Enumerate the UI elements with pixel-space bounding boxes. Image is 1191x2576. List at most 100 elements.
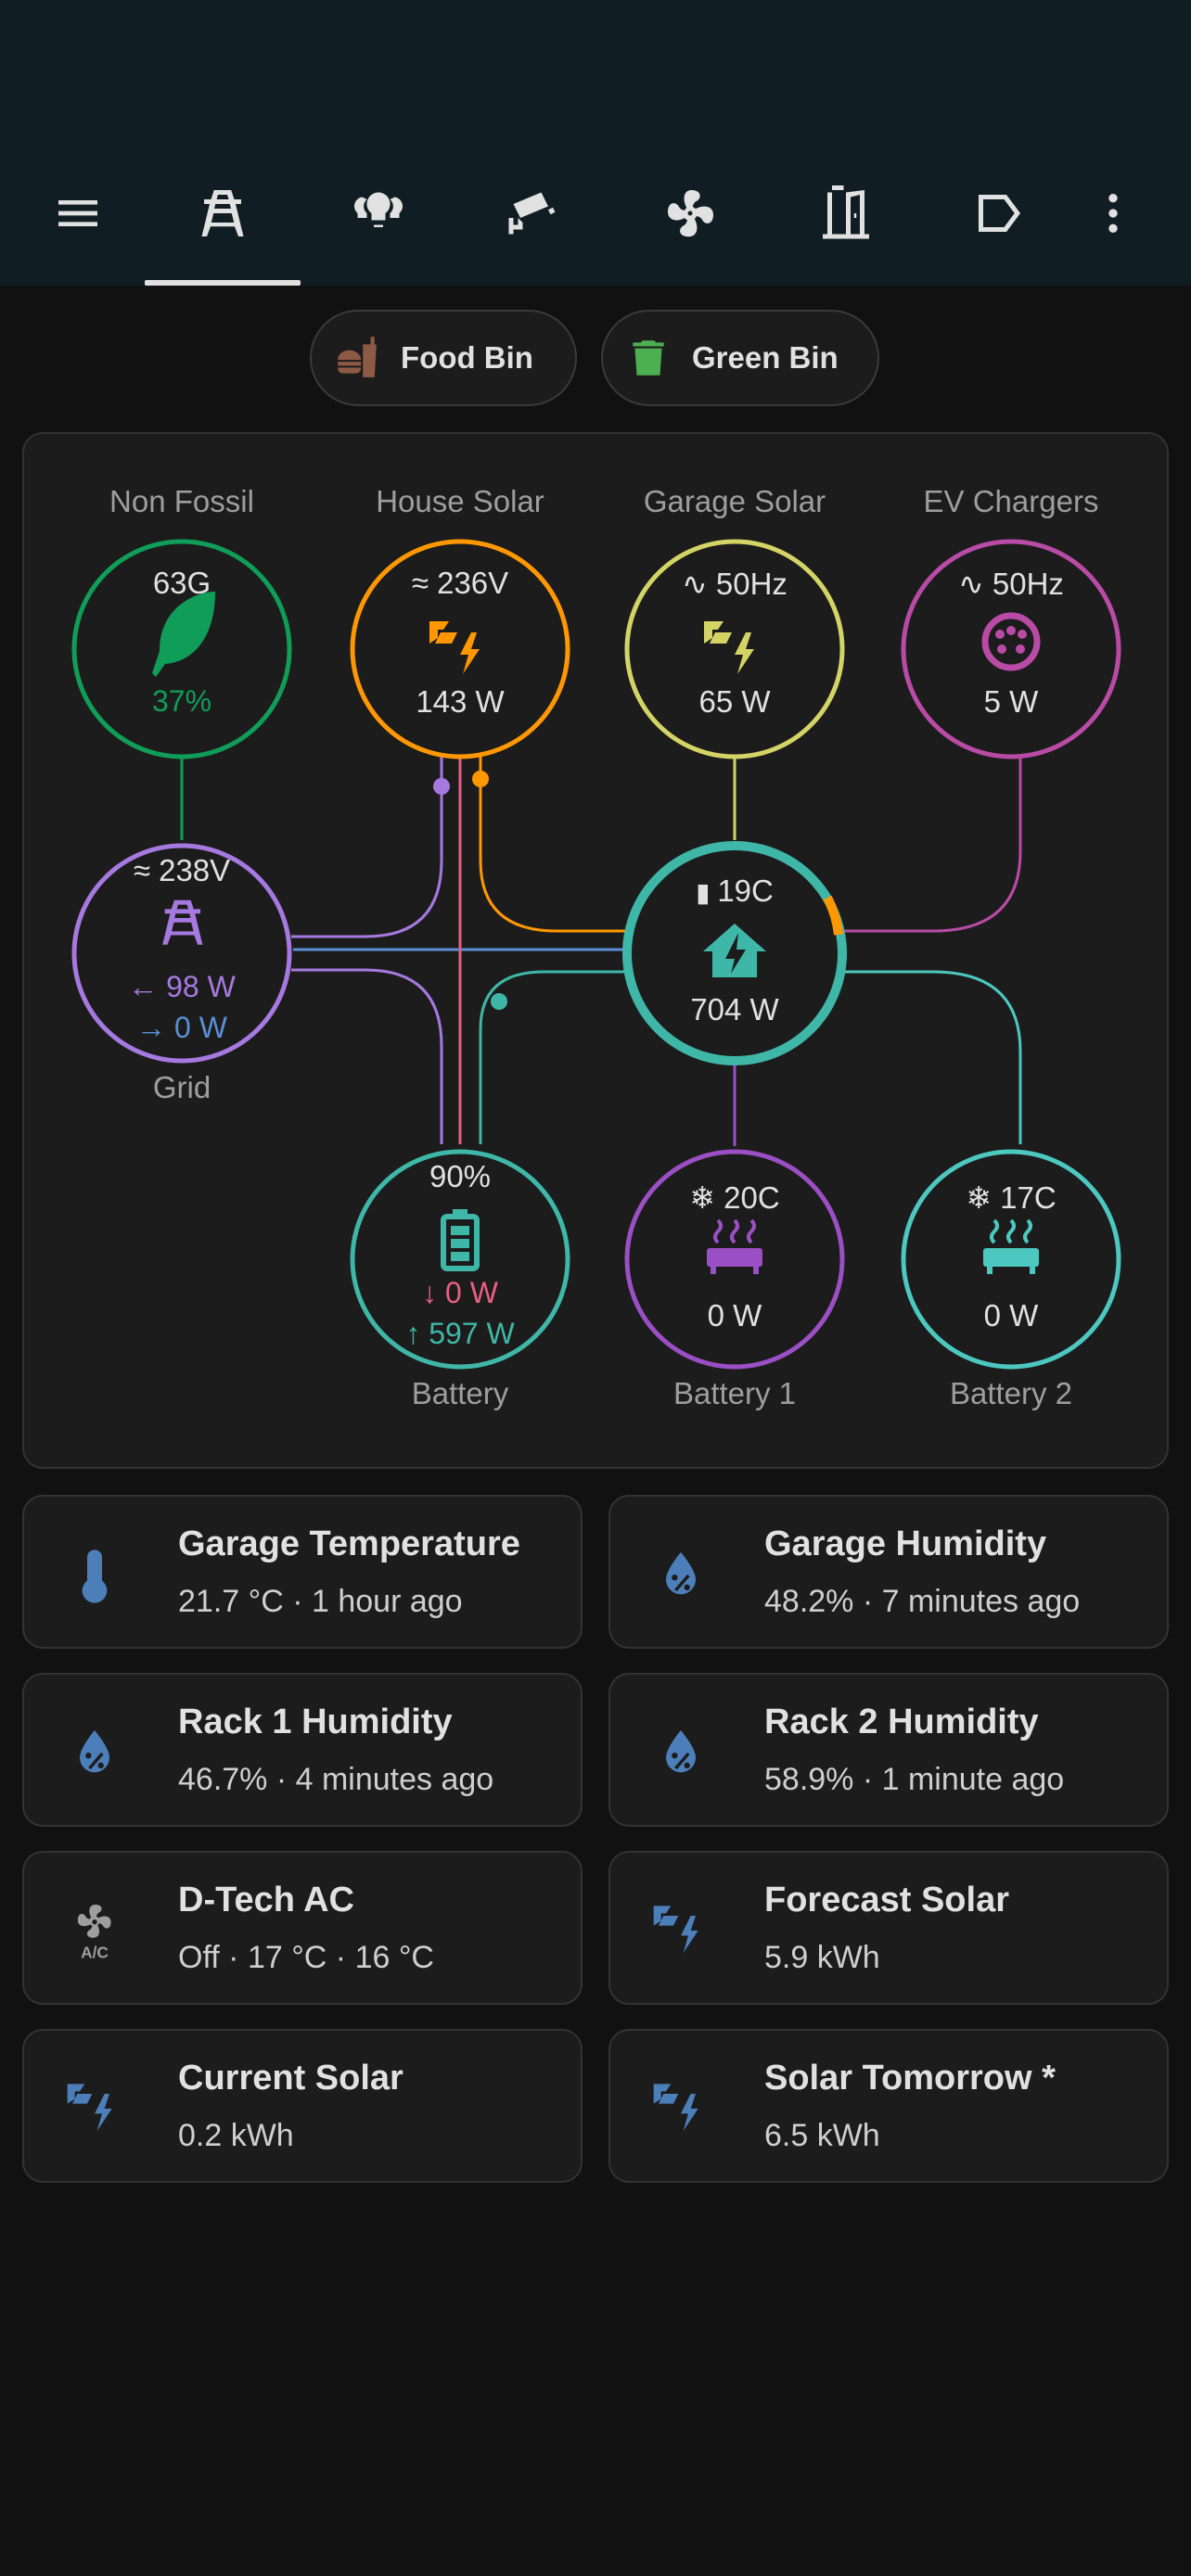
tile-solar-tomorrow[interactable]: Solar Tomorrow * 6.5 kWh: [608, 2029, 1169, 2183]
battery-icon: [441, 1209, 480, 1271]
battery2-temp: ❄ 17C: [966, 1180, 1057, 1215]
non-fossil-percent: 37%: [151, 684, 212, 718]
solar-power-icon: [67, 2084, 112, 2131]
arrow-right-icon: →: [136, 1011, 174, 1044]
grid-node: [71, 843, 292, 1064]
battery1-temp: ❄ 20C: [689, 1180, 780, 1215]
trash-can-icon: [633, 340, 664, 376]
chip-row: Food Bin Green Bin: [0, 310, 1191, 408]
green-bin-chip[interactable]: Green Bin: [601, 310, 879, 406]
tile-garage-temperature[interactable]: Garage Temperature 21.7 °C · 1 hour ago: [22, 1495, 583, 1649]
solar-grid-line: [291, 708, 443, 938]
tile-state: 21.7 °C · 1 hour ago: [178, 1584, 463, 1619]
tab-more[interactable]: [957, 141, 1046, 286]
battery2-label: Battery 2: [949, 1376, 1073, 1410]
status-bar-area: [0, 0, 1191, 141]
tile-rack1-humidity[interactable]: Rack 1 Humidity 46.7% · 4 minutes ago: [22, 1673, 583, 1827]
home-power: 704 W: [690, 992, 779, 1027]
grid-export: → 0 W: [136, 1011, 227, 1044]
solar-power-icon: [704, 621, 754, 674]
ev-plug-icon: [981, 612, 1041, 671]
tab-energy[interactable]: [178, 141, 267, 286]
grid-import: ← 98 W: [128, 970, 236, 1003]
tile-title: Forecast Solar: [764, 1881, 1009, 1919]
battery-small-icon: ▮: [696, 878, 718, 907]
snowflake-thermometer-icon: ❄: [689, 1180, 724, 1215]
house-solar-voltage: ≈ 236V: [411, 566, 509, 600]
grid-voltage: ≈ 238V: [133, 853, 231, 887]
tile-title: Rack 2 Humidity: [764, 1702, 1039, 1741]
home-battery2-line: [844, 970, 1022, 1144]
radiator-icon: [983, 1218, 1039, 1274]
lightbulb-group-icon: [353, 192, 403, 227]
transmission-tower-icon: [201, 190, 244, 236]
energy-flow-diagram: [71, 539, 1121, 1370]
menu-icon[interactable]: [33, 141, 122, 286]
tile-title: D-Tech AC: [178, 1881, 354, 1919]
solar-home-line: [479, 708, 625, 933]
water-percent-icon: [80, 1730, 109, 1773]
tile-state: Off · 17 °C · 16 °C: [178, 1940, 434, 1975]
dots-vertical-icon[interactable]: [1069, 141, 1158, 286]
tile-dtech-ac[interactable]: A/C D-Tech AC Off · 17 °C · 16 °C: [22, 1851, 583, 2005]
home-temp: ▮ 19C: [696, 874, 774, 908]
tile-garage-humidity[interactable]: Garage Humidity 48.2% · 7 minutes ago: [608, 1495, 1169, 1649]
solar-power-icon: [429, 621, 480, 674]
sine-wave-icon: ∿: [682, 567, 716, 601]
food-bin-chip[interactable]: Food Bin: [310, 310, 577, 406]
garage-solar-freq: ∿ 50Hz: [682, 567, 788, 601]
tile-forecast-solar[interactable]: Forecast Solar 5.9 kWh: [608, 1851, 1169, 2005]
fan-icon: [668, 190, 713, 237]
tile-state: 5.9 kWh: [764, 1940, 880, 1975]
home-lightning-icon: [703, 924, 766, 977]
solar-power-icon: [653, 2084, 698, 2131]
air-conditioner-icon: A/C: [77, 1905, 111, 1960]
tile-title: Current Solar: [178, 2059, 403, 2098]
sine-wave-icon: ≈: [411, 566, 438, 600]
garage-solar-node: [624, 539, 845, 759]
snowflake-thermometer-icon: ❄: [966, 1180, 1001, 1215]
food-icon: [338, 337, 377, 377]
solar-power-icon: [653, 1906, 698, 1953]
tab-cameras[interactable]: [490, 141, 579, 286]
leaf-icon: [152, 592, 215, 677]
tab-lights[interactable]: [334, 141, 423, 286]
chip-label: Food Bin: [401, 340, 533, 375]
tile-title: Solar Tomorrow *: [764, 2059, 1056, 2098]
home-ev-line: [844, 708, 1022, 933]
radiator-icon: [707, 1218, 762, 1274]
battery-out: ↑ 597 W: [405, 1317, 515, 1350]
tile-state: 48.2% · 7 minutes ago: [764, 1584, 1081, 1619]
grid-battery-line: [291, 968, 443, 1144]
ev-freq: ∿ 50Hz: [958, 567, 1064, 601]
tile-title: Rack 1 Humidity: [178, 1702, 453, 1741]
arrow-up-icon: ↑: [405, 1317, 429, 1350]
svg-text:A/C: A/C: [81, 1943, 109, 1960]
tile-title: Garage Humidity: [764, 1524, 1047, 1563]
door-open-icon: [823, 185, 869, 239]
chip-label: Green Bin: [692, 340, 839, 375]
water-percent-icon: [666, 1552, 696, 1595]
tile-state: 0.2 kWh: [178, 2118, 294, 2153]
battery-home-line: [479, 970, 625, 1144]
battery-label: Battery: [411, 1376, 509, 1410]
house-solar-power: 143 W: [416, 684, 505, 719]
tile-current-solar[interactable]: Current Solar 0.2 kWh: [22, 2029, 583, 2183]
sine-wave-icon: ∿: [958, 567, 992, 601]
garage-solar-power: 65 W: [698, 684, 771, 719]
battery1-label: Battery 1: [672, 1376, 797, 1410]
house-solar-label: House Solar: [376, 484, 544, 518]
thermometer-icon: [82, 1549, 108, 1603]
ev-chargers-label: EV Chargers: [923, 484, 1099, 518]
battery-soc: 90%: [429, 1159, 492, 1193]
non-fossil-top: 63G: [152, 566, 211, 600]
label-arrow-icon: [979, 195, 1020, 232]
tile-rack2-humidity[interactable]: Rack 2 Humidity 58.9% · 1 minute ago: [608, 1673, 1169, 1827]
tile-state: 6.5 kWh: [764, 2118, 880, 2153]
battery-in: ↓ 0 W: [422, 1276, 498, 1309]
battery2-power: 0 W: [983, 1298, 1039, 1333]
tab-fans[interactable]: [646, 141, 735, 286]
non-fossil-label: Non Fossil: [109, 484, 254, 518]
battery1-power: 0 W: [707, 1298, 762, 1333]
tab-doors[interactable]: [801, 141, 890, 286]
